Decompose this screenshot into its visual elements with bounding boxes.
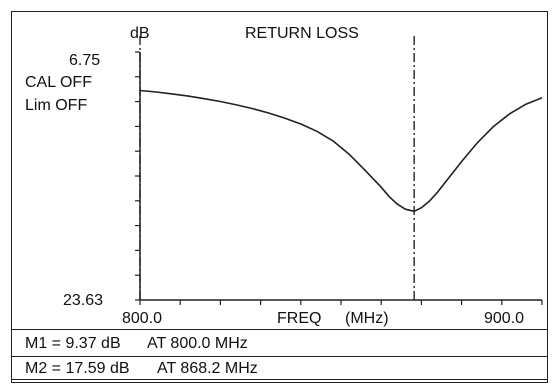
limit-status: Lim OFF <box>25 97 88 114</box>
marker2-readout-value: M2 = 17.59 dB <box>25 360 130 377</box>
readout-divider <box>12 356 548 357</box>
marker1-readout-freq: AT 800.0 MHz <box>147 335 248 352</box>
return-loss-plot <box>135 36 543 305</box>
marker2-readout-freq: AT 868.2 MHz <box>157 360 258 377</box>
readout-bottom-line <box>12 379 548 380</box>
x-axis-unit: (MHz) <box>345 310 389 327</box>
y-axis-unit: dB <box>130 25 150 42</box>
readout-divider <box>12 329 548 330</box>
return-loss-trace <box>139 89 543 213</box>
analyzer-screen: dB RETURN LOSS 6.75 CAL OFF Lim OFF 23.6… <box>11 11 548 383</box>
cal-status: CAL OFF <box>25 74 92 91</box>
x-start-value: 800.0 <box>122 310 163 327</box>
y-top-value: 6.75 <box>69 52 101 69</box>
x-axis-label: FREQ <box>277 310 322 327</box>
chart-title: RETURN LOSS <box>245 25 359 42</box>
marker1-readout-value: M1 = 9.37 dB <box>25 335 121 352</box>
x-end-value: 900.0 <box>484 310 525 327</box>
y-bottom-value: 23.63 <box>63 292 104 309</box>
